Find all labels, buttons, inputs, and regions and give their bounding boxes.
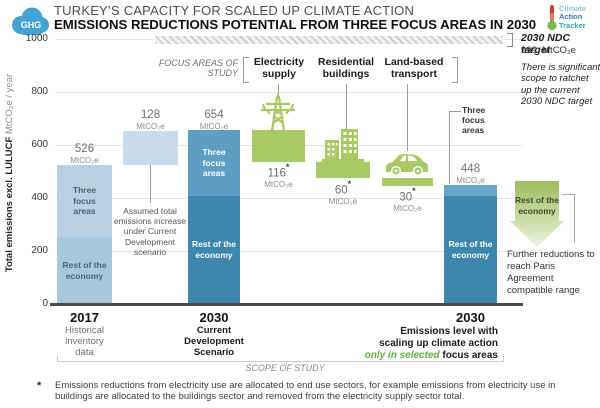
- gridline-200: [55, 251, 523, 252]
- focus-label-transport: Land-based transport: [384, 56, 444, 80]
- ndc-note: There is significant scope to ratchet up…: [521, 62, 600, 108]
- x-label-2017-caption: Historical inventory data: [64, 325, 105, 358]
- bar-scaled-value: 448 MtCO₂e: [456, 163, 485, 185]
- bar-2017-rest-of-economy: Rest of the economy: [57, 237, 112, 304]
- footnote-text: Emissions reductions from electricity us…: [55, 380, 556, 402]
- rest-of-economy-arrow-label: Rest of the economy: [515, 195, 559, 216]
- x-label-scaled-year: 2030: [456, 310, 485, 325]
- asterisk: *: [285, 162, 290, 172]
- bar-cds-bottom-label: Rest of the economy: [192, 239, 236, 260]
- y-tick-200: 200: [31, 245, 48, 256]
- y-tick-1000: 1000: [25, 33, 48, 44]
- x-label-2017-year: 2017: [70, 310, 99, 325]
- ghg-badge-label: GHG: [21, 20, 42, 30]
- title-line2: EMISSIONS REDUCTIONS POTENTIAL FROM THRE…: [54, 17, 537, 32]
- reduction-value-buildings: 60* MtCO₂e: [328, 179, 358, 207]
- ndc-bracket: [507, 33, 513, 47]
- bar-scaled-pointer-label: Three focus areas: [462, 105, 486, 136]
- scope-label: SCOPE OF STUDY: [245, 363, 325, 373]
- reduction-value-electricity: 116* MtCO₂e: [264, 162, 293, 190]
- bar-2017-value: 526 MtCO₂e: [70, 143, 99, 165]
- ndc-target-value-row: 999 MtCO₂e: [521, 45, 576, 56]
- bar-scaled-bottom-label: Rest of the economy: [448, 239, 493, 260]
- connector-electricity: [278, 84, 279, 94]
- focus-label-buildings: Residential buildings: [317, 56, 375, 80]
- reduction-value-transport: 30* MtCO₂e: [393, 186, 422, 214]
- ndc-target-unit: MtCO₂e: [542, 45, 576, 56]
- climate-action-tracker-logo: Climate Action Tracker: [547, 4, 586, 31]
- focus-bracket-right: [452, 57, 458, 83]
- logo-word-climate: Climate: [559, 4, 587, 14]
- logo-word-action: Action: [559, 12, 583, 22]
- transmission-tower-icon: [261, 93, 295, 131]
- x-axis-line: [50, 303, 523, 306]
- x-label-cds-caption: Current Development Scenario: [184, 325, 244, 358]
- gridline-800: [55, 92, 523, 93]
- gridline-400: [55, 198, 523, 199]
- increase-box-note: Assumed total emissions increase under C…: [113, 206, 187, 257]
- increase-box-connector: [150, 165, 151, 203]
- scope-bracket-tick: [286, 361, 287, 365]
- y-tick-600: 600: [31, 139, 48, 150]
- buildings-icon: [322, 129, 364, 162]
- reduction-box-buildings: [316, 162, 370, 178]
- connector-buildings: [346, 84, 347, 129]
- x-label-scaled-caption: Emissions level with scaling up climate …: [364, 326, 498, 361]
- y-axis-title-main: Total emissions excl. LULUCF: [4, 136, 15, 273]
- scope-bracket: [57, 356, 504, 362]
- increase-box: [123, 131, 178, 165]
- focus-label-electricity: Electricity supply: [253, 56, 305, 80]
- ndc-target-band: [155, 36, 503, 44]
- y-axis-title-unit: MtCO₂e / year: [4, 73, 15, 137]
- rest-of-economy-arrow-icon: [510, 181, 564, 247]
- title-line1: TURKEY’S CAPACITY FOR SCALED UP CLIMATE …: [54, 3, 415, 18]
- bar-2017-top-label: Three focus areas: [72, 185, 97, 217]
- focus-areas-heading: FOCUS AREAS OF STUDY: [158, 58, 238, 79]
- bar-cds-top-label: Three focus areas: [202, 147, 226, 179]
- ndc-target-value: 999: [521, 45, 537, 56]
- x-label-cds-year: 2030: [199, 310, 229, 325]
- ghg-cloud-icon: GHG: [12, 7, 49, 35]
- thermometer-icon: [547, 5, 557, 31]
- bar-2017-three-focus-areas: Three focus areas: [57, 165, 112, 238]
- bar-cds-rest-of-economy: Rest of the economy: [188, 196, 240, 304]
- car-icon: [386, 154, 428, 176]
- bar-scaled-pointer-line: [449, 111, 461, 184]
- y-axis-title: Total emissions excl. LULUCF MtCO₂e / ye…: [4, 40, 15, 306]
- reduction-box-transport: [382, 178, 433, 186]
- bar-2017-bottom-label: Rest of the economy: [62, 259, 107, 281]
- ndc-target-label: 2030 NDC target: [521, 32, 571, 56]
- arrow-bracket: [562, 194, 575, 243]
- reduction-box-electricity: [252, 130, 305, 162]
- caption-green-text: only in selected: [364, 350, 443, 361]
- asterisk: *: [347, 179, 352, 189]
- y-tick-800: 800: [31, 86, 48, 97]
- increase-box-value: 128 MtCO₂e: [136, 109, 165, 131]
- y-tick-400: 400: [31, 192, 48, 203]
- focus-bracket-left: [243, 57, 249, 83]
- bar-scaled-rest-of-economy: Rest of the economy: [444, 196, 497, 304]
- bar-cds-three-focus-areas: Three focus areas: [188, 130, 240, 197]
- asterisk: *: [412, 186, 416, 196]
- logo-word-tracker: Tracker: [559, 20, 586, 30]
- bar-cds-value: 654 MtCO₂e: [199, 109, 229, 131]
- y-tick-0: 0: [42, 298, 48, 309]
- footnote-marker: *: [37, 380, 42, 392]
- paris-agreement-note: Further reductions to reach Paris Agreem…: [507, 249, 595, 296]
- connector-transport: [407, 84, 408, 151]
